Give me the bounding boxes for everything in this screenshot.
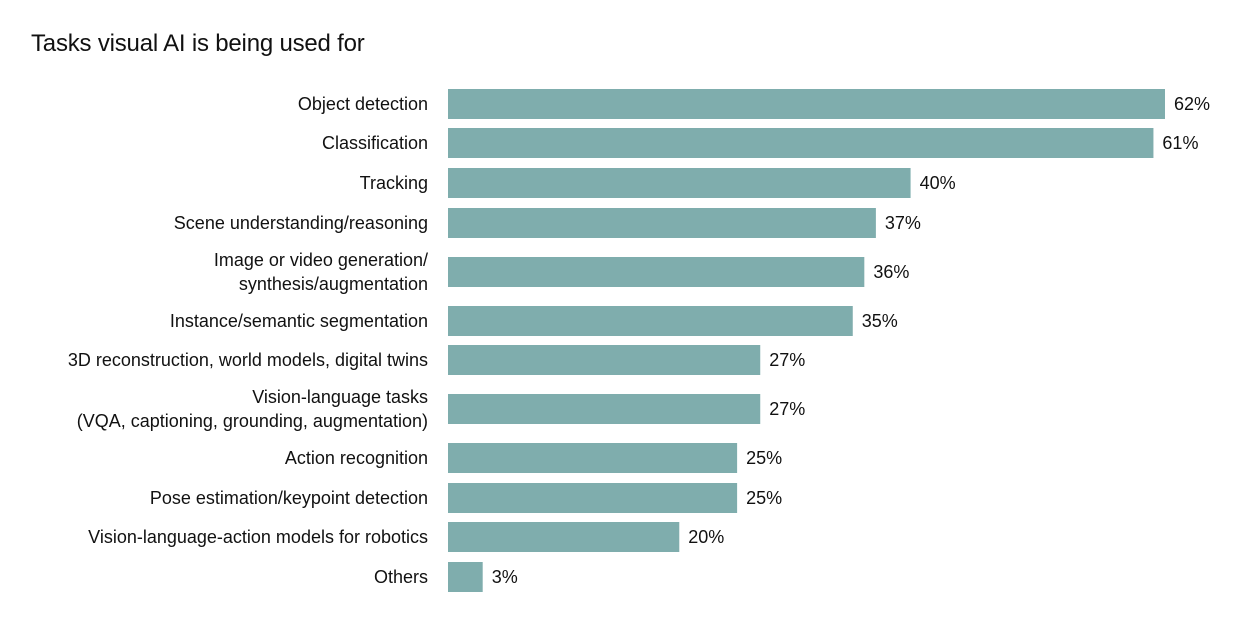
category-label-line: (VQA, captioning, grounding, augmentatio… xyxy=(77,411,428,431)
value-label: 25% xyxy=(746,448,782,468)
category-label-line: Instance/semantic segmentation xyxy=(170,311,428,331)
category-label-line: Others xyxy=(374,567,428,587)
chart-title: Tasks visual AI is being used for xyxy=(31,30,365,57)
category-label-line: 3D reconstruction, world models, digital… xyxy=(68,350,428,370)
category-label: Scene understanding/reasoning xyxy=(174,213,428,233)
value-label: 27% xyxy=(769,399,805,419)
value-label: 40% xyxy=(920,173,956,193)
category-label-line: Vision-language-action models for roboti… xyxy=(88,527,428,547)
category-label: Object detection xyxy=(298,94,428,114)
value-label: 27% xyxy=(769,350,805,370)
value-label: 62% xyxy=(1174,94,1210,114)
category-label-line: Vision-language tasks xyxy=(252,387,428,407)
bar xyxy=(448,89,1165,119)
category-label: Action recognition xyxy=(285,448,428,468)
category-label-line: Action recognition xyxy=(285,448,428,468)
category-label-line: Tracking xyxy=(360,173,428,193)
value-label: 37% xyxy=(885,213,921,233)
value-label: 35% xyxy=(862,311,898,331)
bar xyxy=(448,168,911,198)
category-label-line: Pose estimation/keypoint detection xyxy=(150,488,428,508)
category-labels: Object detection Classification Tracking Sc… xyxy=(68,94,428,587)
value-label: 25% xyxy=(746,488,782,508)
category-label: Pose estimation/keypoint detection xyxy=(150,488,428,508)
category-label: Image or video generation/synthesis/augm… xyxy=(214,250,428,294)
category-label-line: Image or video generation/ xyxy=(214,250,428,270)
value-label: 20% xyxy=(688,527,724,547)
bar xyxy=(448,522,680,552)
category-label: 3D reconstruction, world models, digital… xyxy=(68,350,428,370)
category-label: Instance/semantic segmentation xyxy=(170,311,428,331)
category-label: Others xyxy=(374,567,428,587)
category-label: Vision-language tasks (VQA, captioning, g… xyxy=(77,387,428,431)
category-label-line: Object detection xyxy=(298,94,428,114)
bar xyxy=(448,128,1154,158)
value-labels: 62% 61% 40% 37% 36% 35% 27% 27% 25% 25% 20% 3% xyxy=(492,94,1210,587)
category-label-line: synthesis/augmentation xyxy=(239,274,428,294)
category-label-line: Classification xyxy=(322,133,428,153)
value-label: 36% xyxy=(873,262,909,282)
category-label: Vision-language-action models for roboti… xyxy=(88,527,428,547)
bars-group xyxy=(448,89,1165,592)
bar xyxy=(448,257,865,287)
bar xyxy=(448,443,738,473)
bar xyxy=(448,562,483,592)
category-label: Classification xyxy=(322,133,428,153)
category-label: Tracking xyxy=(360,173,428,193)
value-label: 61% xyxy=(1162,133,1198,153)
bar xyxy=(448,394,761,424)
value-label: 3% xyxy=(492,567,518,587)
category-label-line: Scene understanding/reasoning xyxy=(174,213,428,233)
bar xyxy=(448,208,876,238)
bar xyxy=(448,483,738,513)
bar xyxy=(448,306,853,336)
bar xyxy=(448,345,761,375)
